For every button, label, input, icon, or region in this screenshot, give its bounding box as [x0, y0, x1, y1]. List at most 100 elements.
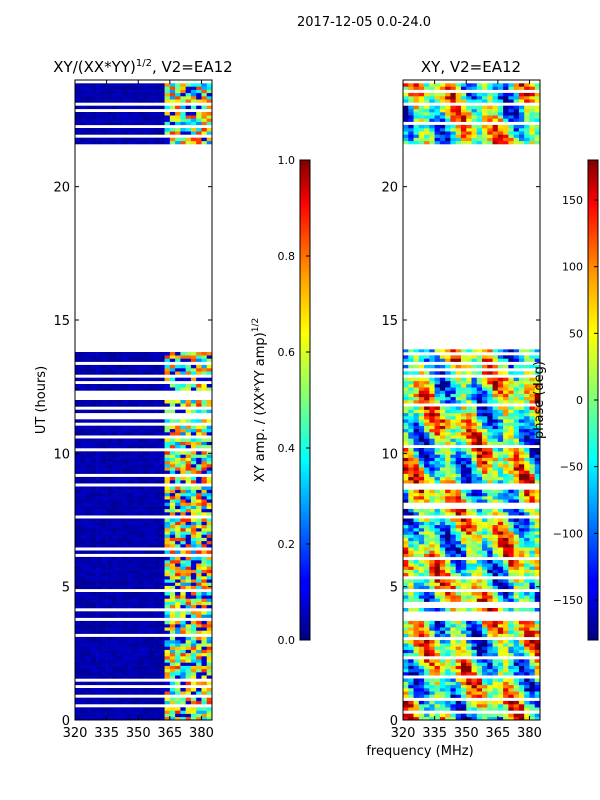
heatmap-cell: [122, 643, 128, 647]
heatmap-cell: [106, 432, 113, 436]
heatmap-cell: [85, 672, 92, 676]
heatmap-cell: [534, 476, 540, 481]
heatmap-cell: [518, 544, 525, 548]
heatmap-cell: [434, 537, 441, 542]
heatmap-cell: [190, 668, 197, 673]
heatmap-cell: [439, 662, 446, 666]
heatmap-cell: [75, 137, 81, 142]
heatmap-cell: [164, 528, 171, 532]
heatmap-cell: [503, 633, 509, 638]
heatmap-cell: [529, 518, 536, 522]
heatmap-cell: [460, 441, 467, 446]
heatmap-cell: [534, 467, 540, 471]
heatmap-cell: [403, 566, 409, 570]
heatmap-cell: [154, 611, 160, 615]
heatmap-cell: [413, 448, 420, 452]
heatmap-cell: [424, 528, 430, 532]
heatmap-cell: [80, 697, 86, 702]
heatmap-cell: [534, 432, 540, 436]
heatmap-cell: [159, 585, 165, 590]
heatmap-cell: [159, 659, 165, 663]
heatmap-cell: [80, 508, 86, 513]
heatmap-cell: [148, 403, 155, 407]
heatmap-cell: [418, 400, 425, 404]
heatmap-cell: [424, 665, 430, 670]
heatmap-cell: [122, 512, 128, 516]
heatmap-cell: [96, 595, 102, 599]
heatmap-cell: [445, 595, 451, 599]
heatmap-cell: [424, 684, 430, 689]
heatmap-cell: [450, 608, 456, 612]
heatmap-cell: [492, 428, 499, 433]
heatmap-cell: [476, 409, 483, 414]
heatmap-cell: [96, 585, 102, 590]
heatmap-cell: [85, 528, 92, 532]
heatmap-cell: [508, 464, 514, 468]
heatmap-cell: [534, 464, 540, 468]
heatmap-cell: [503, 569, 509, 574]
heatmap-cell: [403, 422, 409, 426]
heatmap-cell: [508, 409, 514, 414]
heatmap-cell: [138, 614, 144, 618]
heatmap-cell: [455, 553, 462, 558]
heatmap-cell: [159, 476, 165, 481]
heatmap-cell: [492, 582, 499, 586]
heatmap-cell: [471, 640, 478, 644]
heatmap-cell: [529, 662, 536, 666]
heatmap-cell: [106, 668, 113, 673]
heatmap-cell: [75, 556, 81, 561]
heatmap-cell: [487, 592, 493, 596]
heatmap-cell: [439, 396, 446, 401]
heatmap-cell: [460, 627, 467, 631]
heatmap-cell: [169, 425, 176, 430]
heatmap-gap-row: [75, 694, 212, 698]
heatmap-cell: [529, 640, 536, 644]
heatmap-cell: [466, 470, 472, 474]
heatmap-cell: [424, 419, 430, 423]
heatmap-cell: [117, 643, 123, 647]
heatmap-cell: [492, 489, 499, 494]
heatmap-cell: [445, 620, 451, 625]
heatmap-cell: [206, 128, 212, 132]
heatmap-cell: [148, 582, 155, 586]
heatmap-cell: [434, 550, 441, 554]
heatmap-cell: [143, 576, 150, 580]
heatmap-cell: [487, 694, 493, 698]
heatmap-cell: [445, 694, 451, 698]
heatmap-cell: [445, 662, 451, 666]
heatmap-cell: [487, 672, 493, 676]
heatmap-cell: [127, 524, 134, 529]
heatmap-cell: [434, 659, 441, 663]
heatmap-cell: [201, 544, 208, 548]
heatmap-cell: [101, 470, 107, 474]
heatmap-cell: [471, 633, 478, 638]
heatmap-cell: [75, 128, 81, 132]
heatmap-cell: [122, 566, 128, 570]
heatmap-cell: [180, 707, 186, 711]
heatmap-cell: [534, 688, 540, 692]
heatmap-cell: [138, 451, 144, 455]
heatmap-cell: [132, 598, 139, 602]
heatmap-cell: [75, 716, 81, 720]
heatmap-cell: [169, 528, 176, 532]
heatmap-cell: [185, 140, 192, 145]
heatmap-cell: [518, 595, 525, 599]
heatmap-cell: [524, 508, 530, 513]
heatmap-cell: [513, 544, 520, 548]
heatmap-cell: [154, 601, 160, 606]
heatmap-cell: [476, 537, 483, 542]
heatmap-cell: [503, 467, 509, 471]
heatmap-cell: [154, 419, 160, 423]
heatmap-cell: [132, 540, 139, 545]
heatmap-cell: [439, 592, 446, 596]
heatmap-cell: [85, 659, 92, 663]
heatmap-cell: [80, 659, 86, 663]
heatmap-cell: [175, 531, 181, 535]
heatmap-cell: [148, 636, 155, 641]
heatmap-cell: [503, 425, 509, 430]
heatmap-cell: [138, 441, 144, 446]
heatmap-cell: [111, 121, 118, 126]
heatmap-cell: [80, 489, 86, 494]
heatmap-cell: [138, 438, 144, 442]
heatmap-cell: [148, 649, 155, 654]
